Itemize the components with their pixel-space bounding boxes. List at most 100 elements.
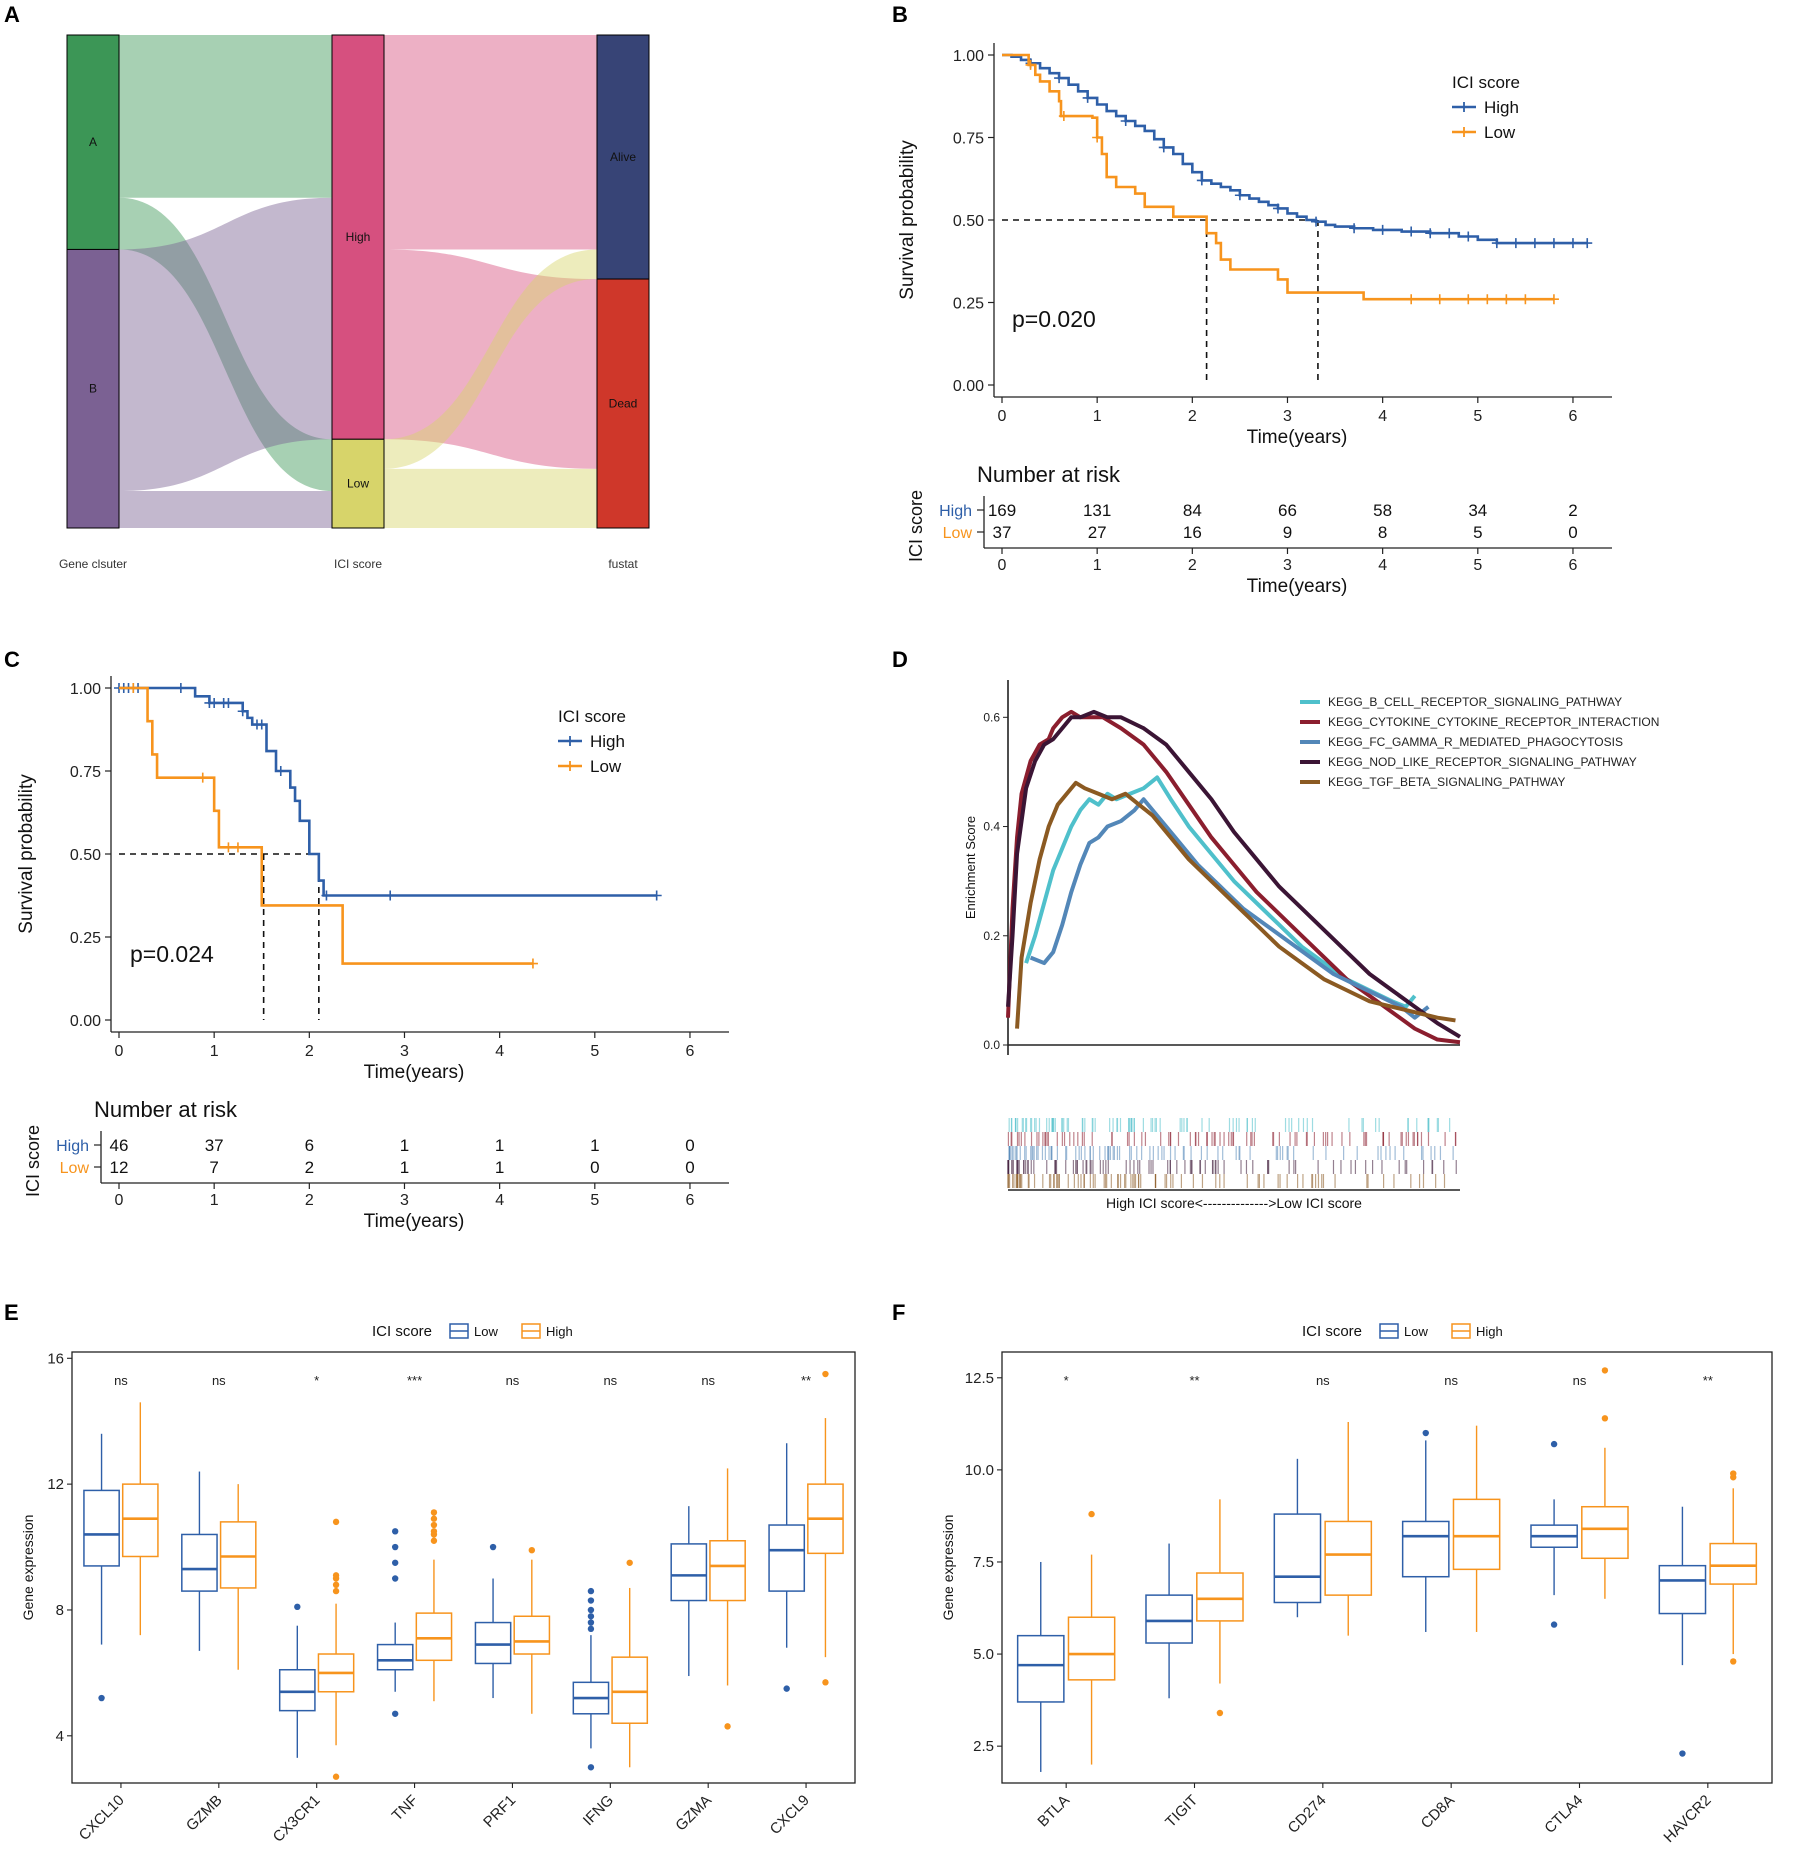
box-outlier-low (1550, 1440, 1558, 1448)
x-tick-label: 5 (1473, 408, 1482, 425)
y-axis-title: Survival probability (897, 140, 918, 300)
legend-label: KEGG_NOD_LIKE_RECEPTOR_SIGNALING_PATHWAY (1328, 755, 1637, 769)
x-tick-label: 4 (495, 1043, 504, 1060)
risk-value: 0 (1568, 523, 1577, 542)
risk-value: 0 (685, 1158, 694, 1177)
censor-mark-high (1582, 238, 1593, 249)
y-tick-label: 8 (56, 1602, 64, 1619)
x-tick-label: 2 (1188, 408, 1197, 425)
box-outlier-high (1601, 1415, 1609, 1422)
censor-mark-high (237, 706, 248, 717)
sankey-node-label: High (346, 230, 371, 244)
box-outlier-high (822, 1370, 829, 1378)
risk-value: 37 (993, 523, 1012, 542)
p-value-label: p=0.020 (1012, 306, 1096, 332)
risk-value: 2 (305, 1158, 314, 1177)
box-high (1581, 1505, 1629, 1560)
censor-mark-low (232, 842, 243, 853)
legend-label: KEGG_TGF_BETA_SIGNALING_PATHWAY (1328, 775, 1565, 789)
box-low (376, 1643, 414, 1671)
box-outlier-low (1550, 1621, 1558, 1628)
x-tick-label: 0 (998, 408, 1007, 425)
risk-x-tick-label: 0 (998, 557, 1007, 574)
risk-x-tick-label: 5 (590, 1192, 599, 1209)
sankey-flow-b-high (119, 197, 332, 492)
y-tick-label: 2.5 (973, 1738, 994, 1755)
x-tick-label: 3 (1283, 408, 1292, 425)
sankey-node-a (66, 34, 120, 250)
y-tick-label: 0.25 (953, 296, 984, 313)
significance-label: ns (506, 1373, 520, 1388)
legend-label-high: High (1484, 98, 1519, 117)
x-tick-label: 2 (305, 1043, 314, 1060)
box-low (768, 1524, 806, 1592)
x-tick-label: GZMB (183, 1792, 226, 1835)
legend-label-low: Low (1484, 123, 1516, 142)
box-low (474, 1621, 512, 1665)
legend-title: ICI score (1302, 1323, 1362, 1340)
significance-label: * (314, 1373, 319, 1388)
box-high (1324, 1520, 1373, 1596)
risk-value: 169 (988, 501, 1016, 520)
risk-value: 0 (590, 1158, 599, 1177)
censor-mark-high (1529, 238, 1540, 249)
x-axis-title: Time(years) (364, 1062, 465, 1083)
x-axis-title: Time(years) (1247, 427, 1348, 448)
risk-value: 7 (209, 1158, 218, 1177)
legend-label-low: Low (1404, 1324, 1428, 1339)
y-tick-label: 0.75 (953, 131, 984, 148)
box-high (1196, 1572, 1244, 1622)
legend-label-high: High (590, 732, 625, 751)
significance-label: ns (1573, 1373, 1587, 1388)
box-high (611, 1656, 649, 1724)
censor-mark-high (1425, 228, 1436, 239)
risk-value: 27 (1088, 523, 1107, 542)
panel-label-e: E (4, 1300, 19, 1325)
panel-label-d: D (892, 647, 908, 672)
x-tick-label: TIGIT (1162, 1792, 1201, 1831)
y-tick-label: 0.75 (70, 764, 101, 781)
censor-mark-high (1196, 175, 1207, 186)
y-tick-label: 0.50 (70, 847, 101, 864)
y-tick-label: 12 (47, 1476, 64, 1493)
risk-row-label-low: Low (943, 525, 973, 542)
censor-mark-low (527, 958, 538, 969)
box-outlier-low (489, 1543, 497, 1551)
risk-value: 1 (400, 1158, 409, 1177)
risk-value: 46 (110, 1136, 129, 1155)
x-tick-label: 0 (115, 1043, 124, 1060)
censor-mark-low (1025, 59, 1036, 70)
risk-x-tick-label: 6 (686, 1192, 695, 1209)
km-panel-b: 0.000.250.500.751.000 1 2 3 4 5 6Time(years)Su… (897, 43, 1612, 597)
sankey-flow-high-dead (384, 249, 597, 469)
risk-y-axis-title: ICI score (906, 490, 926, 562)
y-tick-label: 0.0 (983, 1038, 1000, 1052)
censor-mark-high (321, 890, 332, 901)
censor-mark-high (209, 697, 220, 708)
box-outlier-low (391, 1710, 399, 1717)
risk-table-title: Number at risk (94, 1097, 238, 1122)
box-outlier-low (1422, 1429, 1429, 1437)
legend-label-high: High (546, 1324, 573, 1339)
sankey-node-label: Low (347, 477, 369, 491)
y-tick-label: 10.0 (965, 1462, 994, 1479)
box-outlier-low (391, 1575, 399, 1582)
risk-row-label-high: High (939, 503, 972, 520)
risk-table-title: Number at risk (977, 462, 1121, 487)
y-tick-label: 12.5 (965, 1370, 994, 1387)
significance-label: ns (701, 1373, 715, 1388)
censor-mark-low (197, 772, 208, 783)
box-outlier-high (1088, 1510, 1095, 1518)
box-outlier-high (430, 1528, 438, 1535)
box-outlier-low (587, 1613, 595, 1620)
censor-mark-low (1501, 294, 1512, 305)
censor-mark-high (651, 890, 662, 901)
y-tick-label: 16 (47, 1350, 64, 1367)
censor-mark-high (1272, 203, 1283, 214)
x-tick-label: 6 (686, 1043, 695, 1060)
plot-frame (71, 1351, 856, 1784)
significance-label: ns (1444, 1373, 1458, 1388)
box-low (670, 1543, 708, 1602)
significance-label: ** (801, 1373, 811, 1388)
y-axis-title: Enrichment Score (963, 816, 978, 919)
